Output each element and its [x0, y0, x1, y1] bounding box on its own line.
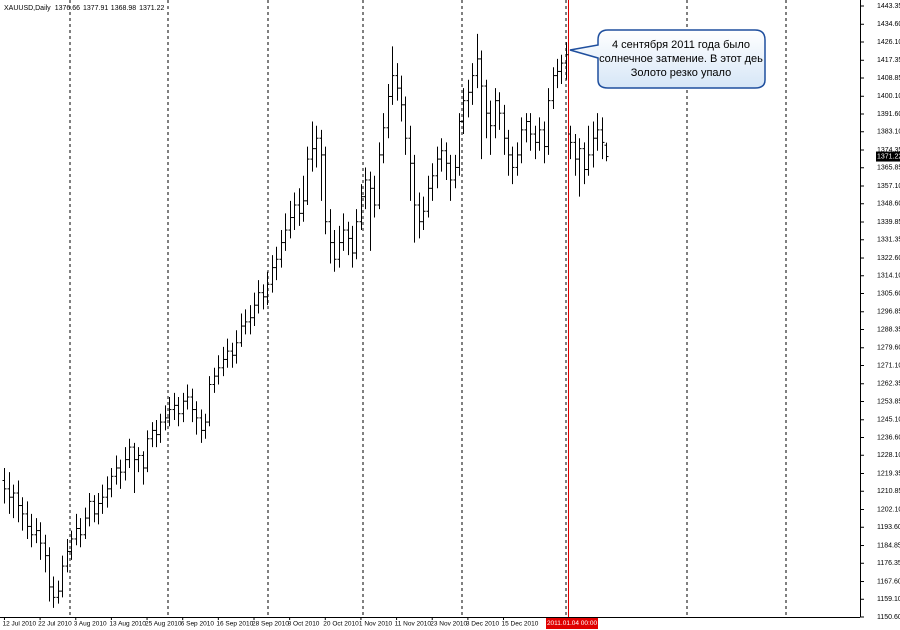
y-tick-label: 1228.10	[877, 452, 900, 459]
y-tick-label: 1245.10	[877, 417, 900, 424]
annotation-line: солнечное затмение. В этот деь	[599, 53, 763, 65]
y-tick-label: 1417.35	[877, 57, 900, 64]
y-tick-label: 1271.10	[877, 362, 900, 369]
y-tick-label: 1383.10	[877, 129, 900, 136]
y-tick-label: 1279.60	[877, 345, 900, 352]
annotation-line: Золото резко упало	[631, 67, 731, 79]
y-tick-label: 1314.10	[877, 273, 900, 280]
callout-bubble	[569, 29, 766, 89]
y-tick-label: 1400.10	[877, 93, 900, 100]
y-tick-label: 1331.35	[877, 237, 900, 244]
last-price-box	[876, 151, 900, 162]
x-tick-label: 13 Aug 2010	[109, 621, 146, 628]
header-high: 1377.91	[83, 5, 108, 12]
callout: 4 сентября 2011 года было солнечное затм…	[569, 29, 766, 89]
y-tick-label: 1253.85	[877, 398, 900, 405]
x-tick-label: 25 Aug 2010	[145, 621, 182, 628]
y-tick-label: 1159.10	[877, 596, 900, 603]
y-tick-label: 1443.35	[877, 3, 900, 10]
x-tick-label: 15 Dec 2010	[502, 621, 539, 628]
symbol: XAUUSD,Daily	[4, 5, 51, 12]
y-tick-label: 1236.60	[877, 434, 900, 441]
x-tick-label: 6 Sep 2010	[181, 621, 215, 628]
period-separators	[69, 0, 787, 617]
y-tick-label: 1322.60	[877, 255, 900, 262]
y-tick-label: 1391.60	[877, 111, 900, 118]
y-tick-label: 1408.85	[877, 75, 900, 82]
y-tick-label: 1434.60	[877, 21, 900, 28]
annotation-line: 4 сентября 2011 года было	[612, 39, 750, 51]
y-tick-label: 1219.35	[877, 470, 900, 477]
x-tick-label: 3 Dec 2010	[466, 621, 500, 628]
x-tick-label: 28 Sep 2010	[252, 621, 289, 628]
x-tick-label: 1 Nov 2010	[359, 621, 393, 628]
x-tick-label: 22 Jul 2010	[38, 621, 72, 628]
y-tick-label: 1176.35	[877, 560, 900, 567]
x-tick-label: 3 Aug 2010	[74, 621, 107, 628]
x-tick-label: 12 Jul 2010	[2, 621, 36, 628]
cursor-label: 2011.01.04 00:00	[547, 620, 598, 627]
y-tick-label: 1426.10	[877, 39, 900, 46]
axes: 1443.35 1434.60 1426.10 1417.35 1408.85 1400.…	[2, 3, 900, 628]
cursor-label-box	[546, 618, 598, 629]
y-tick-label: 1296.85	[877, 309, 900, 316]
y-tick-label: 1374.35	[877, 147, 900, 154]
header-close: 1371.22	[139, 5, 164, 12]
last-price-label: 1371.22	[877, 153, 900, 160]
y-tick-label: 1262.35	[877, 381, 900, 388]
y-tick-label: 1305.60	[877, 290, 900, 297]
y-tick-label: 1357.10	[877, 183, 900, 190]
y-tick-label: 1210.85	[877, 488, 900, 495]
y-tick-label: 1365.85	[877, 165, 900, 172]
y-tick-label: 1193.60	[877, 524, 900, 531]
header-low: 1368.98	[111, 5, 136, 12]
y-tick-label: 1184.85	[877, 542, 900, 549]
x-tick-label: 20 Oct 2010	[323, 621, 359, 628]
x-tick-label: 11 Nov 2010	[395, 621, 432, 628]
y-tick-label: 1288.35	[877, 326, 900, 333]
x-tick-label: 23 Nov 2010	[430, 621, 467, 628]
y-tick-label: 1202.10	[877, 506, 900, 513]
bars	[2, 33, 609, 608]
y-tick-label: 1150.60	[877, 614, 900, 621]
header-open: 1376.66	[55, 5, 80, 12]
x-tick-label: 16 Sep 2010	[216, 621, 253, 628]
y-tick-label: 1348.60	[877, 201, 900, 208]
y-tick-label: 1339.85	[877, 219, 900, 226]
x-tick-label: 8 Oct 2010	[288, 621, 320, 628]
y-tick-label: 1167.60	[877, 578, 900, 585]
header: XAUUSD,Daily 1376.66 1377.91 1368.98 1371.22	[4, 5, 165, 12]
